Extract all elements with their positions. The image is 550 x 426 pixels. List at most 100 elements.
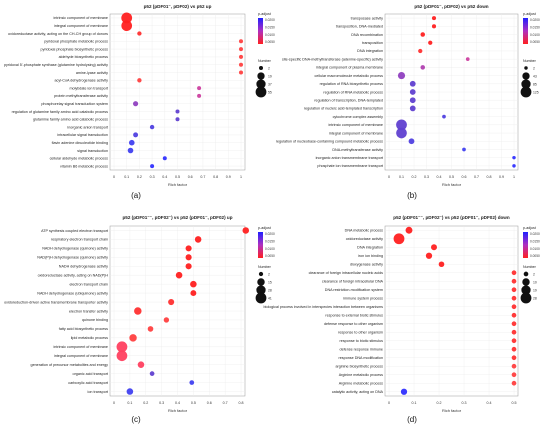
data-point (425, 252, 433, 259)
data-point (511, 380, 517, 386)
y-tick-label: regulation of RNA biosynthetic process (320, 82, 383, 86)
size-legend-title: Number (523, 265, 537, 269)
data-point (137, 361, 145, 368)
x-tick-label: 0 (388, 401, 390, 405)
y-tick-label: regulation of glutamine family amino aci… (12, 110, 108, 114)
y-tick-label: regulation of transcription, DNA-templat… (314, 99, 383, 103)
data-point (409, 97, 416, 104)
data-point (133, 101, 139, 107)
y-tick-label: fatty acid biosynthetic process (59, 327, 108, 331)
data-point (420, 32, 426, 37)
color-legend-bar (523, 18, 528, 44)
y-tick-label: intracellular signal transduction (57, 133, 108, 137)
data-point (185, 254, 192, 261)
data-point (511, 363, 517, 369)
x-axis-label: Rich factor (168, 182, 188, 187)
plot-frame (384, 225, 519, 397)
data-point (511, 329, 517, 335)
data-point (128, 139, 135, 146)
color-legend-title: p-adjust (523, 226, 536, 230)
data-point (431, 244, 437, 251)
data-point (126, 388, 134, 395)
y-tick-label: arginine biosynthetic process (335, 365, 383, 369)
size-legend-dot (522, 72, 530, 80)
x-tick-label: 0.2 (143, 401, 148, 405)
y-tick-label: Arginine metabolic process (339, 373, 383, 377)
data-point (121, 20, 133, 32)
data-point (512, 155, 516, 160)
y-tick-label: immune system process (343, 297, 383, 301)
y-tick-label: oxidoreductase activity, acting on NAD(P… (38, 274, 109, 278)
x-tick-label: 0.6 (207, 401, 212, 405)
data-point (400, 388, 408, 395)
x-tick-label: 0.4 (175, 401, 180, 405)
y-tick-label: ATP synthesis coupled electron transport (41, 229, 108, 233)
size-legend-label: 28 (268, 288, 272, 292)
y-tick-label: pyridoxal 5'-phosphate synthase (glutami… (4, 63, 108, 67)
color-legend-tick: 0.0200 (530, 232, 540, 236)
x-tick-label: 0.2 (137, 175, 142, 179)
panel-label: (a) (131, 191, 141, 200)
data-point (438, 261, 445, 268)
size-legend-title: Number (523, 59, 537, 63)
color-legend-title: p-adjust (523, 12, 536, 16)
y-tick-label: carboxylic acid transport (68, 381, 108, 385)
color-legend-bar (523, 232, 528, 258)
data-point (168, 298, 175, 306)
y-tick-label: acyl-CoA dehydrogenase activity (55, 79, 109, 83)
y-tick-label: transposition (362, 41, 383, 45)
data-point (238, 62, 244, 67)
chart-title: p52 (pDF01⁻, pDF02) vs p52 up (144, 4, 212, 9)
size-legend-dot (256, 285, 266, 295)
data-point (511, 355, 517, 361)
data-point (147, 326, 154, 332)
data-point (511, 304, 517, 310)
y-tick-label: cellular macromolecule metabolic process (315, 74, 384, 78)
data-point (190, 280, 197, 288)
x-tick-label: 0.1 (399, 175, 404, 179)
y-tick-label: DNA integration (357, 49, 383, 53)
color-legend-tick: 0.0100 (530, 247, 540, 251)
x-tick-label: 0.6 (188, 175, 193, 179)
data-point (511, 372, 517, 378)
y-tick-label: ion transport (88, 390, 109, 394)
size-legend-dot (257, 278, 265, 286)
size-legend-dot (258, 65, 264, 71)
x-tick-label: 0.6 (462, 175, 467, 179)
y-tick-label: NAD(P)H dehydrogenase (quinone) activity (37, 256, 108, 260)
data-point (418, 48, 423, 54)
data-point (137, 31, 142, 36)
panel-4: p52 (pDF01⁻⁻, pDF02⁻) vs p52 (pDF01⁻, pD… (264, 215, 540, 424)
color-legend-bar (258, 232, 263, 258)
size-legend-label: 2 (268, 272, 270, 276)
data-point (238, 54, 244, 59)
size-legend-dot (520, 292, 532, 304)
size-legend-dot (256, 79, 266, 89)
y-tick-label: organic acid transport (73, 372, 108, 376)
y-tick-label: pyridoxal phosphate metabolic process (44, 40, 108, 44)
y-tick-label: inorganic anion transmembrane transport (316, 156, 383, 160)
y-tick-label: iron ion binding (358, 254, 383, 258)
data-point (137, 78, 142, 83)
size-legend-label: 2 (268, 66, 270, 70)
panel-label: (c) (131, 415, 141, 424)
chart-title: p52 (pDF01⁻⁻, pDF02⁻) vs p52 (pDF01⁻, pD… (393, 215, 510, 220)
data-point (116, 341, 128, 353)
data-point (396, 119, 407, 131)
y-tick-label: intrinsic component of membrane (53, 16, 108, 20)
y-tick-label: biological process involved in interspec… (264, 305, 384, 309)
size-legend-label: 43 (533, 74, 537, 78)
x-tick-label: 0 (388, 175, 390, 179)
y-tick-label: regulation of nucleic acid-templated tra… (304, 107, 383, 111)
data-point (511, 287, 517, 293)
y-tick-label: transposase activity (351, 16, 384, 20)
y-tick-label: integral component of membrane (54, 354, 108, 358)
data-point (442, 114, 446, 119)
y-tick-label: cellular aldehyde metabolic process (50, 157, 109, 161)
size-legend-dot (521, 79, 531, 89)
data-point (511, 278, 517, 284)
x-axis-label: Rich factor (442, 182, 462, 187)
size-legend-label: 19 (533, 288, 537, 292)
y-tick-label: phosphorelay signal transduction system (41, 102, 108, 106)
